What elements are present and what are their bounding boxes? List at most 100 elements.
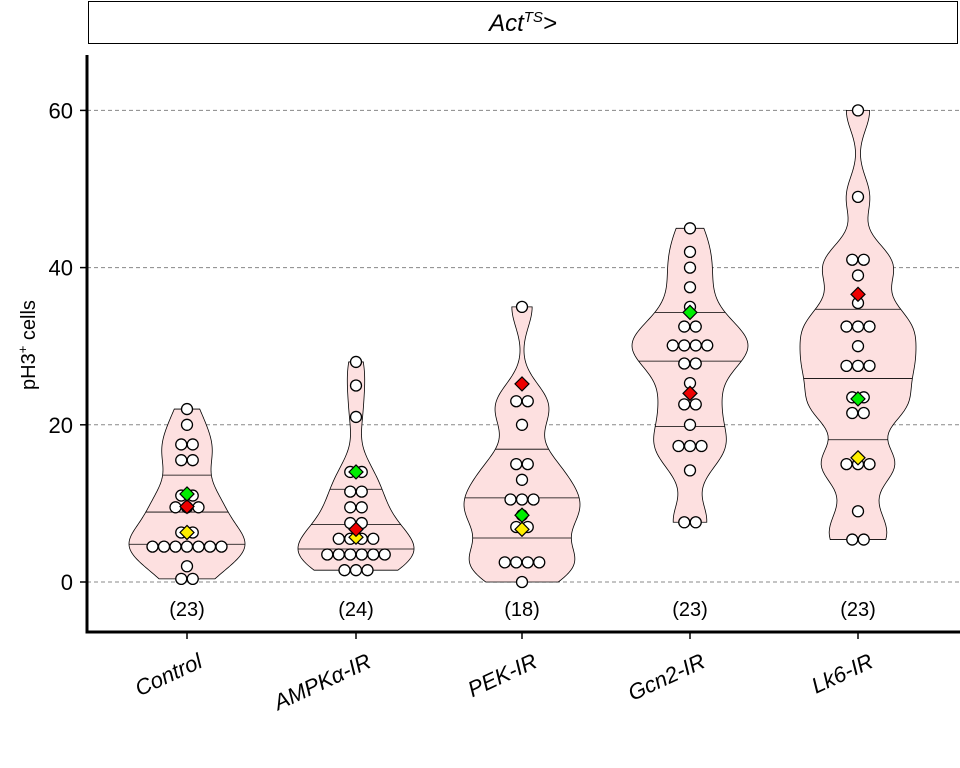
data-point <box>857 253 870 266</box>
data-point <box>840 457 853 471</box>
data-point <box>678 339 691 352</box>
sample-size-label: (24) <box>338 599 374 621</box>
data-point <box>175 572 188 586</box>
data-point <box>180 418 194 431</box>
data-point <box>510 457 523 471</box>
data-point <box>851 190 865 204</box>
data-point <box>515 575 529 589</box>
data-point <box>180 540 194 553</box>
green-diamond-marker <box>179 486 195 502</box>
data-point <box>203 540 217 553</box>
x-tick-label: Control <box>131 648 207 701</box>
data-point <box>683 464 697 477</box>
y-tick-label: 40 <box>49 256 73 281</box>
data-point <box>215 540 228 553</box>
violin-PEK-IR <box>463 306 581 583</box>
yellow-diamond-marker <box>514 521 530 538</box>
data-point <box>678 320 691 333</box>
green-diamond-marker <box>682 304 698 321</box>
data-point <box>349 379 363 392</box>
data-point <box>344 501 357 514</box>
data-point <box>169 501 182 514</box>
facet-strip: ActTS> <box>88 1 958 44</box>
data-point <box>498 556 511 569</box>
data-point <box>521 457 534 471</box>
data-point <box>321 548 334 561</box>
data-point <box>175 454 188 467</box>
data-point <box>863 320 876 333</box>
data-point <box>515 418 529 431</box>
data-point <box>510 556 523 569</box>
red-diamond-marker <box>179 498 195 515</box>
red-diamond-marker <box>514 376 530 392</box>
sample-size-label: (18) <box>504 599 540 621</box>
x-tick-label: AMPKα-IR <box>268 648 375 716</box>
data-point <box>349 564 363 577</box>
data-point <box>683 281 697 294</box>
data-point <box>701 339 714 352</box>
data-point <box>851 104 865 117</box>
facet-label-superscript: TS <box>523 9 543 26</box>
red-diamond-marker <box>348 521 364 538</box>
data-point <box>863 359 876 373</box>
data-point <box>332 548 345 561</box>
data-point <box>846 533 859 546</box>
data-point <box>515 493 529 506</box>
data-point <box>689 357 702 370</box>
data-point <box>857 406 870 420</box>
data-point <box>857 533 870 546</box>
data-point <box>678 398 691 411</box>
data-point <box>689 398 702 411</box>
data-point <box>332 532 345 545</box>
data-point <box>157 540 171 553</box>
yellow-diamond-marker <box>850 449 866 466</box>
data-point <box>175 438 188 451</box>
green-diamond-marker <box>850 391 866 407</box>
data-point <box>851 340 865 353</box>
data-point <box>851 359 865 373</box>
sample-size-label: (23) <box>169 599 205 621</box>
data-point <box>186 454 199 467</box>
data-point <box>146 540 159 553</box>
x-tick-label: Lk6-IR <box>808 648 877 698</box>
data-point <box>863 457 876 471</box>
data-point <box>515 473 529 486</box>
data-point <box>689 320 702 333</box>
data-point <box>510 395 523 408</box>
data-point <box>683 418 697 431</box>
data-point <box>533 556 546 569</box>
data-point <box>521 395 534 408</box>
red-diamond-marker <box>682 385 698 402</box>
data-point <box>378 548 391 561</box>
yellow-diamond-marker <box>348 529 364 546</box>
data-point <box>695 439 708 453</box>
data-point <box>683 245 697 259</box>
data-point <box>344 548 357 561</box>
data-point <box>689 339 702 352</box>
data-point <box>851 320 865 333</box>
red-diamond-marker <box>850 286 866 303</box>
x-tick-label: PEK-IR <box>464 648 541 702</box>
data-point <box>192 501 205 514</box>
facet-label-prefix: Act <box>489 10 524 37</box>
data-point <box>361 564 374 577</box>
data-point <box>666 339 679 352</box>
data-point <box>355 501 368 514</box>
y-tick-label: 20 <box>49 413 73 438</box>
data-point <box>355 548 368 561</box>
data-point <box>840 359 853 373</box>
x-tick-label: Gcn2-IR <box>624 648 709 705</box>
data-point <box>186 438 199 451</box>
yellow-diamond-marker <box>179 524 195 541</box>
violin-Gcn2-IR <box>631 227 749 523</box>
data-point <box>846 406 859 420</box>
data-point <box>689 516 702 529</box>
data-point <box>678 357 691 370</box>
data-point <box>180 402 194 416</box>
data-point <box>678 516 691 529</box>
data-point <box>349 410 363 424</box>
data-point <box>851 505 865 518</box>
y-tick-label: 0 <box>61 570 73 595</box>
green-diamond-marker <box>514 507 530 524</box>
